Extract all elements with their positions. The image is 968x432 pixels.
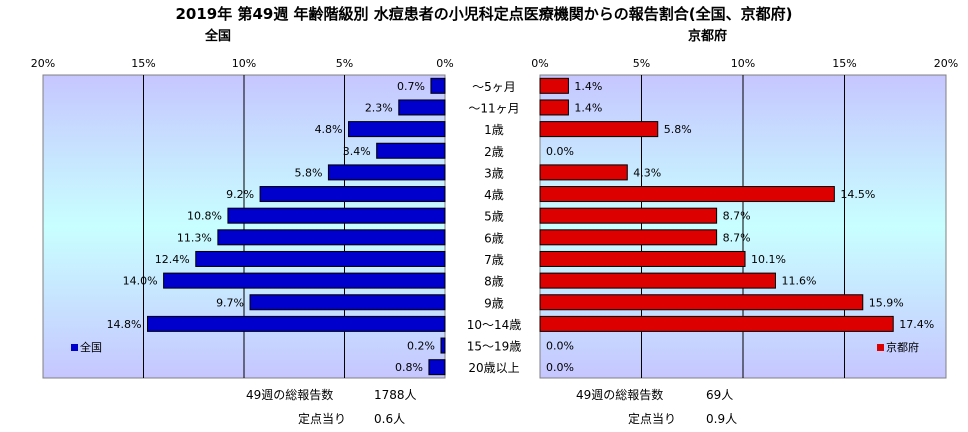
- national-tick-label: 10%: [232, 57, 256, 70]
- kyoto-data-label: 4.3%: [633, 166, 661, 179]
- category-label: 9歳: [484, 296, 504, 310]
- national-data-label: 2.3%: [365, 101, 393, 114]
- kyoto-data-label: 10.1%: [751, 253, 786, 266]
- national-data-label: 0.8%: [395, 361, 423, 374]
- kyoto-data-label: 14.5%: [840, 188, 875, 201]
- kyoto-tick-label: 0%: [531, 57, 548, 70]
- national-data-label: 9.7%: [216, 296, 244, 309]
- national-bar: [147, 315, 446, 332]
- national-tick-label: 15%: [131, 57, 155, 70]
- kyoto-bar: [539, 186, 835, 203]
- national-per-label: 定点当り: [298, 412, 347, 426]
- national-total-label: 49週の総報告数: [246, 388, 334, 402]
- kyoto-data-label: 8.7%: [723, 231, 751, 244]
- national-data-label: 4.8%: [315, 123, 343, 136]
- national-bar: [259, 186, 446, 203]
- national-legend-label: 全国: [80, 340, 102, 354]
- category-label: 5歳: [484, 210, 504, 224]
- national-data-label: 3.4%: [343, 145, 371, 158]
- kyoto-total-value: 69人: [706, 388, 734, 402]
- kyoto-data-label: 11.6%: [781, 275, 816, 288]
- national-bar: [398, 99, 446, 116]
- national-bar: [163, 272, 446, 289]
- kyoto-data-label: 0.0%: [546, 145, 574, 158]
- kyoto-data-label: 5.8%: [664, 123, 692, 136]
- kyoto-tick-label: 5%: [633, 57, 650, 70]
- national-bar: [227, 207, 446, 224]
- national-data-label: 10.8%: [187, 210, 222, 223]
- national-data-label: 12.4%: [155, 253, 190, 266]
- kyoto-data-label: 1.4%: [574, 80, 602, 93]
- national-bar: [430, 77, 446, 94]
- category-label: 20歳以上: [468, 361, 519, 375]
- kyoto-subtitle: 京都府: [688, 29, 728, 44]
- kyoto-bar: [539, 315, 894, 332]
- national-per-value: 0.6人: [374, 412, 406, 426]
- category-label: ～11ヶ月: [468, 101, 519, 115]
- category-label: ～5ヶ月: [472, 80, 516, 94]
- national-data-label: 14.8%: [107, 318, 142, 331]
- national-tick-label: 5%: [336, 57, 353, 70]
- category-label: 15～19歳: [467, 340, 522, 354]
- kyoto-tick-label: 15%: [832, 57, 856, 70]
- category-label: 1歳: [484, 123, 504, 137]
- national-bar: [376, 142, 446, 159]
- kyoto-tick-label: 10%: [731, 57, 755, 70]
- kyoto-bar: [539, 99, 569, 116]
- national-bar: [428, 359, 446, 376]
- kyoto-data-label: 17.4%: [899, 318, 934, 331]
- kyoto-bar: [539, 272, 776, 289]
- national-tick-label: 0%: [436, 57, 453, 70]
- kyoto-data-label: 8.7%: [723, 210, 751, 223]
- kyoto-per-value: 0.9人: [706, 412, 738, 426]
- chart-title: 2019年 第49週 年齢階級別 水痘患者の小児科定点医療機関からの報告割合(全…: [175, 5, 793, 23]
- national-data-label: 0.7%: [397, 80, 425, 93]
- kyoto-bar: [539, 229, 718, 246]
- kyoto-bar: [539, 294, 864, 311]
- kyoto-data-label: 15.9%: [869, 296, 904, 309]
- kyoto-legend-swatch: [877, 344, 884, 351]
- kyoto-tick-label: 20%: [934, 57, 958, 70]
- kyoto-data-label: 1.4%: [574, 101, 602, 114]
- kyoto-per-label: 定点当り: [628, 412, 677, 426]
- kyoto-bar: [539, 250, 746, 267]
- national-data-label: 5.8%: [294, 166, 322, 179]
- national-bar: [327, 164, 446, 181]
- category-label: 7歳: [484, 253, 504, 267]
- kyoto-data-label: 0.0%: [546, 361, 574, 374]
- national-subtitle: 全国: [205, 29, 232, 44]
- national-bar: [249, 294, 446, 311]
- national-data-label: 9.2%: [226, 188, 254, 201]
- category-label: 6歳: [484, 231, 504, 245]
- kyoto-bar: [539, 77, 569, 94]
- national-bar: [217, 229, 446, 246]
- kyoto-bar: [539, 207, 718, 224]
- category-label: 2歳: [484, 145, 504, 159]
- category-label: 4歳: [484, 188, 504, 202]
- kyoto-legend-label: 京都府: [886, 340, 919, 354]
- national-bar: [440, 337, 446, 354]
- national-data-label: 11.3%: [177, 231, 212, 244]
- national-bar: [195, 250, 446, 267]
- national-total-value: 1788人: [374, 388, 417, 402]
- national-legend-swatch: [71, 344, 78, 351]
- national-bar: [348, 121, 446, 138]
- kyoto-bar: [539, 164, 628, 181]
- category-label: 3歳: [484, 166, 504, 180]
- category-label: 8歳: [484, 275, 504, 289]
- national-data-label: 14.0%: [123, 275, 158, 288]
- national-data-label: 0.2%: [407, 340, 435, 353]
- kyoto-data-label: 0.0%: [546, 340, 574, 353]
- category-label: 10～14歳: [467, 318, 522, 332]
- national-tick-label: 20%: [31, 57, 55, 70]
- kyoto-bar: [539, 121, 659, 138]
- kyoto-total-label: 49週の総報告数: [576, 388, 664, 402]
